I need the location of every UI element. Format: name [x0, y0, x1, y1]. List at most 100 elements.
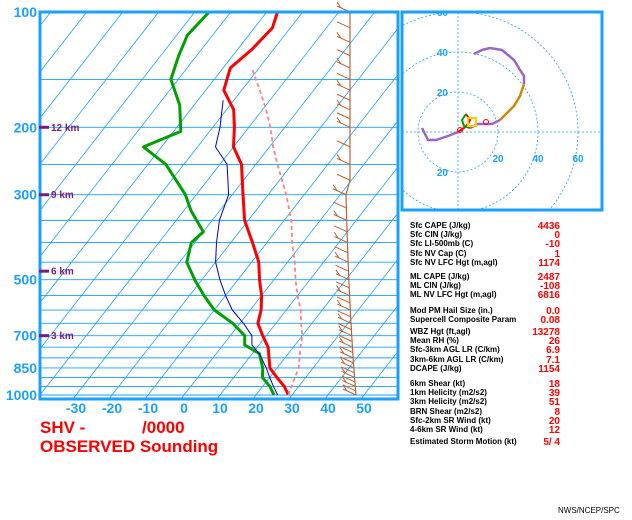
wind-barb-feather [336, 117, 342, 124]
isotherm-line [40, 12, 268, 304]
parameter-row: 6km Shear (kt) 18 [410, 379, 560, 390]
pressure-axis: 100 200 300 500 700 850 1000 [6, 4, 37, 403]
wind-barb-flag [336, 281, 350, 289]
parameter-value: 0.08 [540, 315, 560, 327]
parameter-label: 1km Helicity (m2/s2) [410, 388, 487, 398]
wind-barb-flag [339, 346, 353, 354]
hodo-marker [457, 127, 463, 133]
wind-barb-feather [335, 269, 341, 276]
temperature-tick-label: 30 [284, 400, 300, 416]
wind-barb-flag [341, 371, 355, 378]
height-label: 3 km [51, 331, 74, 342]
parameter-label: ML CAPE (J/kg) [410, 272, 470, 281]
parameter-label: Sfc NV Cap (C) [410, 248, 467, 258]
pressure-tick-label: 200 [14, 119, 38, 135]
parameter-value: 1154 [538, 363, 560, 375]
height-label: 9 km [51, 190, 74, 201]
hodo-ring [402, 12, 579, 210]
parameter-row: BRN Shear (m2/s2) 8 [410, 407, 560, 418]
wind-barb-flag [336, 296, 351, 304]
parameter-label: Mean RH (%) [410, 336, 459, 346]
parameter-label: BRN Shear (m2/s2) [410, 406, 483, 416]
parameter-row: Sfc LI-500mb (C) -10 [410, 239, 560, 250]
parameter-value: 1174 [538, 257, 560, 269]
parameter-value: 7.1 [546, 354, 560, 366]
wind-barb-feather [339, 336, 344, 344]
parameter-row: Sfc-3km AGL LR (C/km) 6.9 [410, 345, 560, 356]
isotherm-line [40, 12, 304, 350]
wind-barb-feather [336, 79, 342, 87]
temperature-tick-label: 20 [248, 400, 264, 416]
hodo-ring [417, 91, 499, 173]
wind-barb-flag [336, 120, 351, 128]
temperature-tick-label: 40 [320, 400, 336, 416]
sounding-traces [142, 12, 304, 396]
parameter-value: -108 [539, 281, 560, 293]
isotherm-line [72, 12, 376, 399]
wind-barb-flag [335, 264, 349, 272]
wind-barb-flag [335, 273, 350, 281]
wind-barb-flag [336, 93, 351, 101]
wind-barbs [332, 1, 357, 396]
hodograph-plot: 20 40 60 60 40 20 20 [402, 12, 602, 210]
wind-barb-flag [339, 340, 353, 348]
wind-barb-flag [336, 83, 351, 91]
parameter-value: 0.0 [546, 306, 560, 317]
hodo-x-label: 20 [492, 154, 504, 165]
storm-motion-value: 5/ 4 [543, 437, 560, 448]
wind-barb-feather [332, 184, 338, 192]
temperature-tick-label: -10 [138, 400, 158, 416]
parameter-label: ML CIN (J/kg) [410, 281, 461, 291]
wind-barb-feather [342, 384, 348, 392]
hodo-marker [483, 119, 489, 125]
height-tick [39, 269, 49, 273]
parameter-row: Mean RH (%) 26 [410, 336, 560, 347]
station-title: SHV - /0000 [40, 418, 185, 437]
credit-text: NWS/NCEP/SPC [558, 506, 620, 515]
parameter-label: Sfc CIN (J/kg) [410, 230, 463, 240]
wind-barb-flag [334, 236, 348, 244]
isotherm-line [40, 12, 196, 212]
wind-barb-flag [336, 289, 350, 297]
parameter-row: ML CAPE (J/kg) 2487 [410, 272, 560, 283]
wind-barb-feather [336, 154, 342, 161]
parameter-value: 6.9 [546, 345, 560, 357]
parameter-row: WBZ Hgt (ft,agl) 13278 [410, 327, 560, 338]
parameter-value: 13278 [532, 327, 560, 338]
wind-barb-flag [333, 213, 347, 221]
isotherm-line [40, 12, 88, 73]
hodo-y-label: 20 [437, 168, 449, 179]
plot-frame [38, 10, 400, 401]
parameter-value: 2487 [537, 272, 560, 283]
wind-barb-feather [336, 299, 342, 307]
wind-barb-flag [333, 225, 348, 233]
hodo-x-label: 60 [572, 154, 584, 165]
hodo-trace-segment [420, 127, 459, 142]
parameter-label: 4-6km SR Wind (kt) [410, 425, 483, 434]
height-label: 12 km [51, 123, 79, 134]
parameter-value: 0 [554, 230, 560, 242]
isotherm-line [288, 258, 398, 399]
isotherm-line [40, 12, 232, 258]
isotherm-line [108, 27, 398, 399]
isotherm-line [252, 212, 398, 399]
wind-barb-feather [336, 32, 342, 39]
wind-barb-feather [339, 347, 345, 355]
wind-barb-flag [339, 351, 354, 359]
parcel-line [251, 67, 304, 396]
height-markers: 12 km 9 km 6 km 3 km [39, 123, 79, 342]
wind-barb-feather [341, 367, 346, 374]
parameter-row: Sfc CAPE (J/kg) 4436 [410, 221, 560, 232]
pressure-tick-label: 500 [14, 272, 38, 288]
parameter-row: Mod PM Hail Size (in.) 0.0 [410, 306, 560, 317]
wind-barb-flag [332, 188, 347, 196]
parameter-value: 18 [548, 379, 560, 390]
wind-barb-flag [342, 384, 356, 392]
parameter-label: Sfc CAPE (J/kg) [410, 221, 471, 230]
hodo-y-label: 40 [437, 48, 449, 59]
wind-barb-feather [333, 210, 339, 217]
wind-barb-flag [342, 380, 356, 387]
isotherm-line [144, 73, 398, 399]
parameter-value: 26 [548, 336, 560, 348]
